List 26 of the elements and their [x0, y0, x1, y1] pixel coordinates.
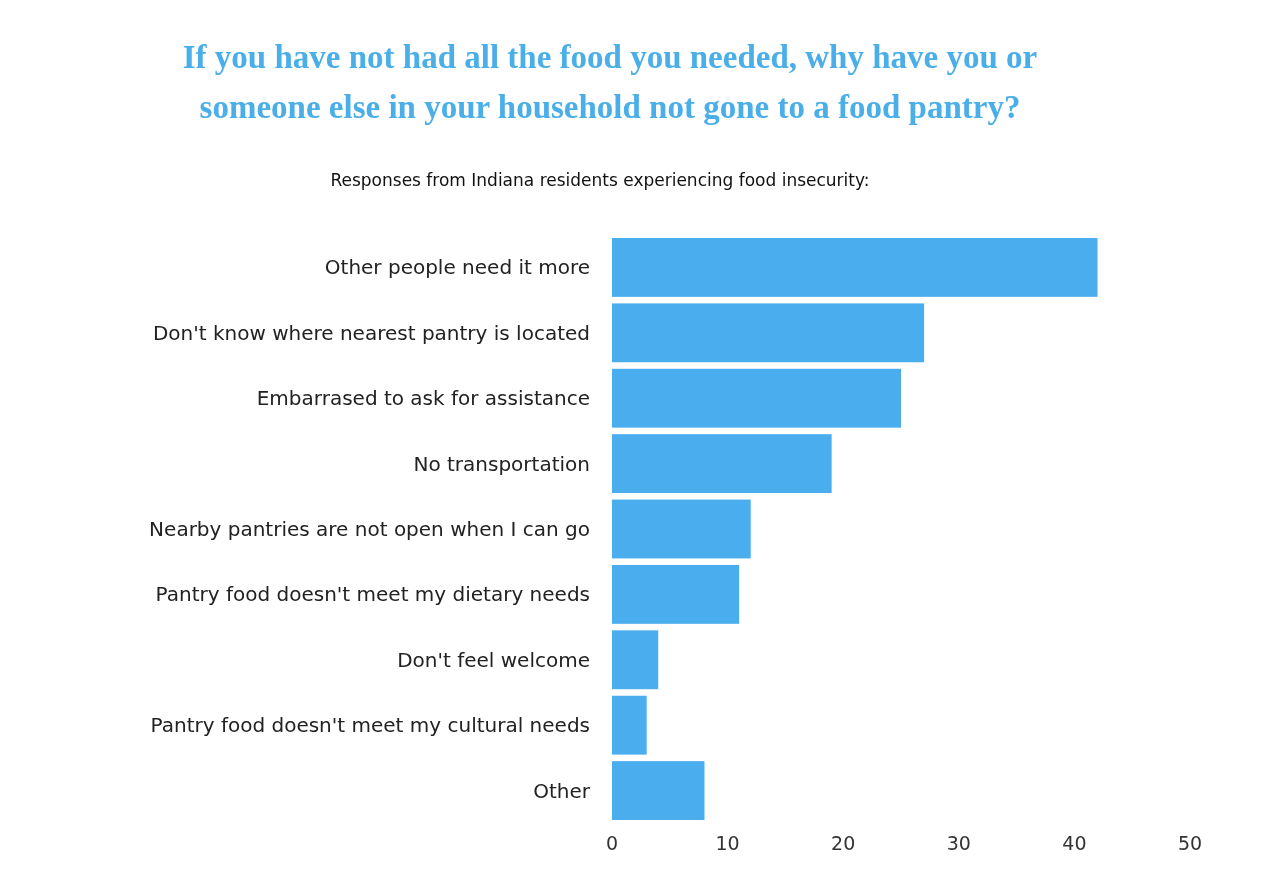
bar [612, 761, 705, 820]
y-tick-label: Don't feel welcome [397, 647, 590, 672]
x-tick-label: 40 [1062, 832, 1087, 854]
x-tick-label: 50 [1177, 832, 1203, 854]
y-tick-label: Other [533, 778, 591, 803]
x-tick-label: 0 [605, 832, 619, 854]
x-tick-label: 10 [715, 832, 740, 854]
bar [612, 499, 751, 559]
bar [612, 695, 647, 755]
y-tick-label: Embarrased to ask for assistance [256, 386, 590, 411]
x-tick-label: 30 [946, 832, 971, 854]
bar [612, 303, 925, 363]
bar [612, 564, 740, 624]
y-tick-label: Pantry food doesn't meet my cultural needs [150, 713, 590, 738]
chart-subtitle: Responses from Indiana residents experiencing food insecurity: [330, 170, 870, 190]
bar [612, 368, 901, 428]
y-tick-label: Nearby pantries are not open when I can go [149, 517, 590, 541]
bar [612, 630, 659, 690]
y-tick-label: Other people need it more [324, 255, 590, 280]
y-tick-label: Don't know where nearest pantry is located [152, 320, 590, 345]
y-tick-label: No transportation [413, 451, 590, 476]
x-tick-label: 20 [831, 832, 856, 854]
y-tick-label: Pantry food doesn't meet my dietary needs [155, 582, 590, 607]
chart-title: If you have not had all the food you needed, why have you or someone else in your household not gone to a food pantry? [182, 39, 1038, 125]
bar [612, 238, 1098, 297]
bar [612, 434, 832, 494]
